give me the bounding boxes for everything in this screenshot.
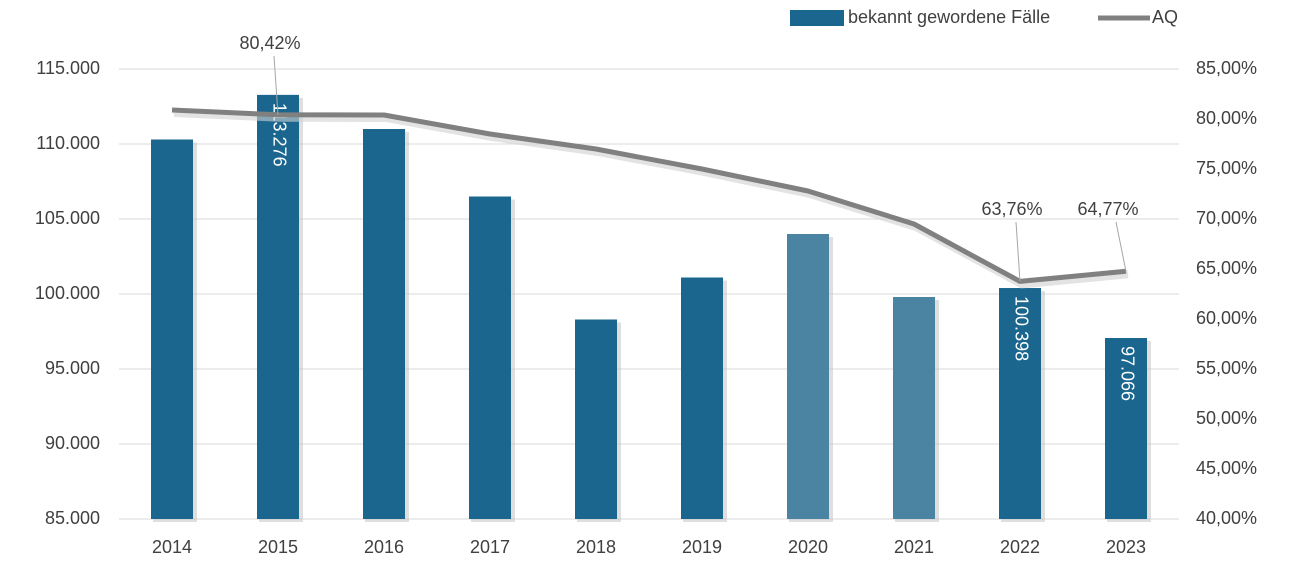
bar (257, 94, 299, 520)
line-value-label: 80,42% (239, 33, 300, 53)
legend: bekannt gewordene Fälle AQ (790, 7, 1178, 27)
x-tick-label: 2022 (1000, 537, 1040, 557)
bar (787, 234, 829, 519)
legend-swatch (790, 10, 844, 26)
x-tick-label: 2016 (364, 537, 404, 557)
y2-tick-label: 45,00% (1196, 458, 1257, 478)
bar (893, 297, 935, 519)
bar (575, 319, 617, 519)
bar (469, 196, 511, 519)
y-tick-label: 115.000 (36, 58, 100, 78)
x-tick-label: 2020 (788, 537, 828, 557)
leader-line (1115, 221, 1127, 272)
y-tick-label: 85.000 (45, 508, 100, 528)
x-tick-label: 2017 (470, 537, 510, 557)
y-tick-label: 110.000 (36, 133, 100, 153)
leader-line (1015, 221, 1021, 282)
line (171, 107, 1127, 284)
y-tick-label: 105.000 (35, 208, 100, 228)
y2-tick-label: 85,00% (1196, 58, 1257, 78)
bar (363, 129, 405, 519)
y2-tick-label: 50,00% (1196, 408, 1257, 428)
bar (681, 277, 723, 519)
y2-tick-label: 55,00% (1196, 358, 1257, 378)
y2-tick-label: 75,00% (1196, 158, 1257, 178)
legend-label: AQ (1152, 7, 1178, 27)
y-tick-label: 100.000 (35, 283, 100, 303)
x-tick-label: 2021 (894, 537, 934, 557)
x-tick-label: 2018 (576, 537, 616, 557)
bar-value-label: 97.066 (1117, 346, 1137, 401)
x-tick-label: 2014 (152, 537, 192, 557)
bar (1105, 338, 1147, 519)
line-value-label: 64,77% (1077, 199, 1138, 219)
y2-tick-label: 70,00% (1196, 208, 1257, 228)
bar (151, 139, 193, 519)
bar (999, 288, 1041, 519)
x-tick-label: 2019 (682, 537, 722, 557)
leader-line (273, 55, 279, 115)
x-tick-label: 2015 (258, 537, 298, 557)
y-tick-label: 90.000 (45, 433, 100, 453)
x-tick-label: 2023 (1106, 537, 1146, 557)
y2-tick-label: 80,00% (1196, 108, 1257, 128)
legend-label: bekannt gewordene Fälle (848, 7, 1050, 27)
y2-tick-label: 60,00% (1196, 308, 1257, 328)
y2-tick-label: 40,00% (1196, 508, 1257, 528)
line-value-label: 63,76% (981, 199, 1042, 219)
y-tick-label: 95.000 (45, 358, 100, 378)
y2-tick-label: 65,00% (1196, 258, 1257, 278)
bar-value-label: 100.398 (1011, 296, 1031, 361)
